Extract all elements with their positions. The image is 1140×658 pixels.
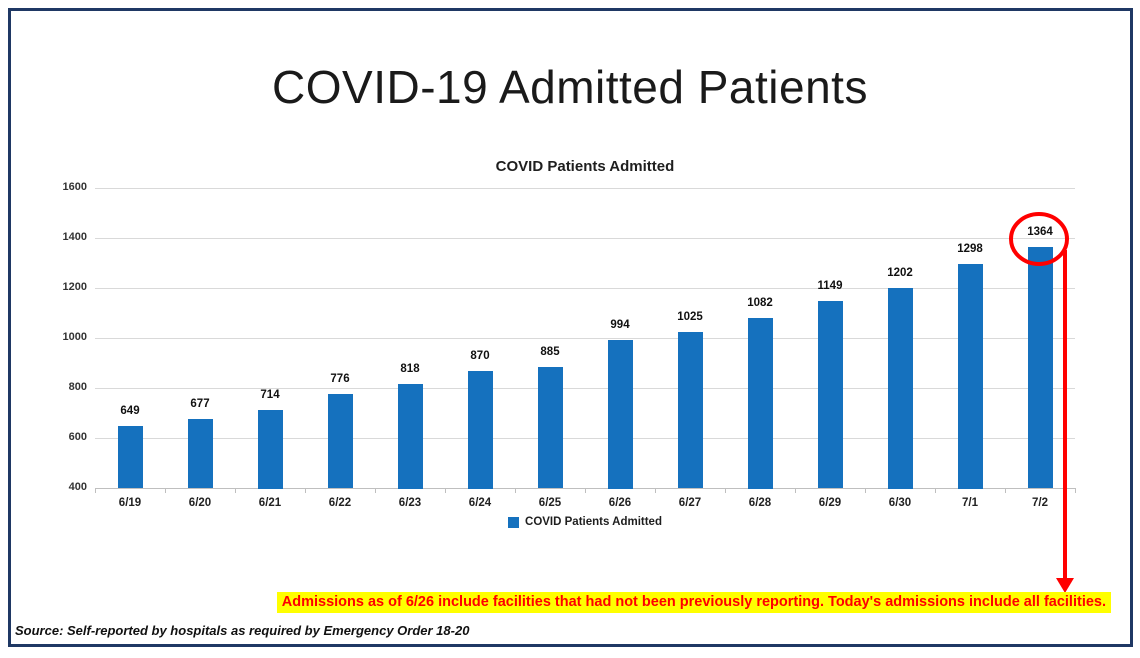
bar bbox=[958, 264, 983, 489]
bar-value-label: 1202 bbox=[887, 267, 913, 279]
bar-value-label: 677 bbox=[190, 398, 210, 410]
x-axis-label: 6/24 bbox=[468, 497, 492, 509]
x-axis-label: 7/2 bbox=[1032, 497, 1048, 509]
bar bbox=[468, 371, 493, 489]
x-axis-tick bbox=[865, 488, 866, 493]
gridline bbox=[95, 188, 1075, 189]
bar-value-label: 1082 bbox=[747, 297, 773, 309]
x-axis-label: 6/21 bbox=[258, 497, 282, 509]
x-axis-tick bbox=[95, 488, 96, 493]
bar bbox=[748, 318, 773, 489]
x-axis-tick bbox=[515, 488, 516, 493]
bar-value-label: 1149 bbox=[817, 280, 843, 292]
bar-value-label: 1364 bbox=[1027, 226, 1053, 238]
x-axis-tick bbox=[935, 488, 936, 493]
gridline bbox=[95, 238, 1075, 239]
bar-value-label: 649 bbox=[120, 405, 140, 417]
bar bbox=[888, 288, 913, 489]
bar bbox=[608, 340, 633, 489]
legend-label: COVID Patients Admitted bbox=[525, 516, 662, 528]
x-axis-tick bbox=[1075, 488, 1076, 493]
bar bbox=[818, 301, 843, 488]
bar-value-label: 885 bbox=[540, 346, 560, 358]
chart-title: COVID Patients Admitted bbox=[495, 158, 675, 175]
gridline bbox=[95, 288, 1075, 289]
x-axis-label: 6/22 bbox=[328, 497, 352, 509]
bar bbox=[398, 384, 423, 489]
y-axis-label: 600 bbox=[68, 431, 87, 443]
x-axis-label: 6/26 bbox=[608, 497, 632, 509]
bar bbox=[1028, 247, 1053, 488]
y-axis-label: 1400 bbox=[62, 231, 87, 243]
page-title: COVID-19 Admitted Patients bbox=[272, 61, 868, 113]
bar bbox=[538, 367, 563, 488]
bar-value-label: 1298 bbox=[957, 243, 983, 255]
x-axis-label: 6/20 bbox=[188, 497, 212, 509]
x-axis-tick bbox=[795, 488, 796, 493]
bar-value-label: 714 bbox=[260, 389, 280, 401]
x-axis-label: 6/30 bbox=[888, 497, 912, 509]
gridline bbox=[95, 438, 1075, 439]
bar bbox=[258, 410, 283, 489]
legend-swatch-icon bbox=[508, 516, 520, 528]
y-axis-label: 1600 bbox=[62, 181, 87, 193]
y-axis-label: 1200 bbox=[62, 281, 87, 293]
x-axis-label: 6/29 bbox=[818, 497, 842, 509]
x-axis-label: 6/27 bbox=[678, 497, 702, 509]
x-axis-tick bbox=[305, 488, 306, 493]
callout-note: Admissions as of 6/26 include facilities… bbox=[276, 592, 1111, 613]
x-axis-tick bbox=[235, 488, 236, 493]
y-axis-label: 800 bbox=[68, 381, 87, 393]
bar bbox=[328, 394, 353, 488]
slide-border-frame bbox=[8, 8, 1133, 647]
x-axis-label: 7/1 bbox=[962, 497, 978, 509]
x-axis-label: 6/25 bbox=[538, 497, 562, 509]
x-axis-tick bbox=[725, 488, 726, 493]
x-axis-label: 6/28 bbox=[748, 497, 772, 509]
bar-value-label: 818 bbox=[400, 363, 420, 375]
bar bbox=[118, 426, 143, 488]
bar-value-label: 776 bbox=[330, 373, 350, 385]
gridline bbox=[95, 388, 1075, 389]
bar bbox=[188, 419, 213, 488]
source-note: Source: Self-reported by hospitals as re… bbox=[15, 623, 470, 638]
x-axis-label: 6/23 bbox=[398, 497, 422, 509]
bar-value-label: 994 bbox=[610, 319, 630, 331]
chart-legend: COVID Patients Admitted bbox=[95, 516, 1075, 528]
x-axis-tick bbox=[165, 488, 166, 493]
x-axis-tick bbox=[585, 488, 586, 493]
bar-value-label: 870 bbox=[470, 350, 490, 362]
x-axis-tick bbox=[445, 488, 446, 493]
bar-value-label: 1025 bbox=[677, 311, 703, 323]
x-axis-tick bbox=[1005, 488, 1006, 493]
bar bbox=[678, 332, 703, 488]
y-axis-label: 400 bbox=[68, 481, 87, 493]
x-axis-tick bbox=[375, 488, 376, 493]
gridline bbox=[95, 338, 1075, 339]
y-axis-label: 1000 bbox=[62, 331, 87, 343]
x-axis-tick bbox=[655, 488, 656, 493]
x-axis-label: 6/19 bbox=[118, 497, 142, 509]
